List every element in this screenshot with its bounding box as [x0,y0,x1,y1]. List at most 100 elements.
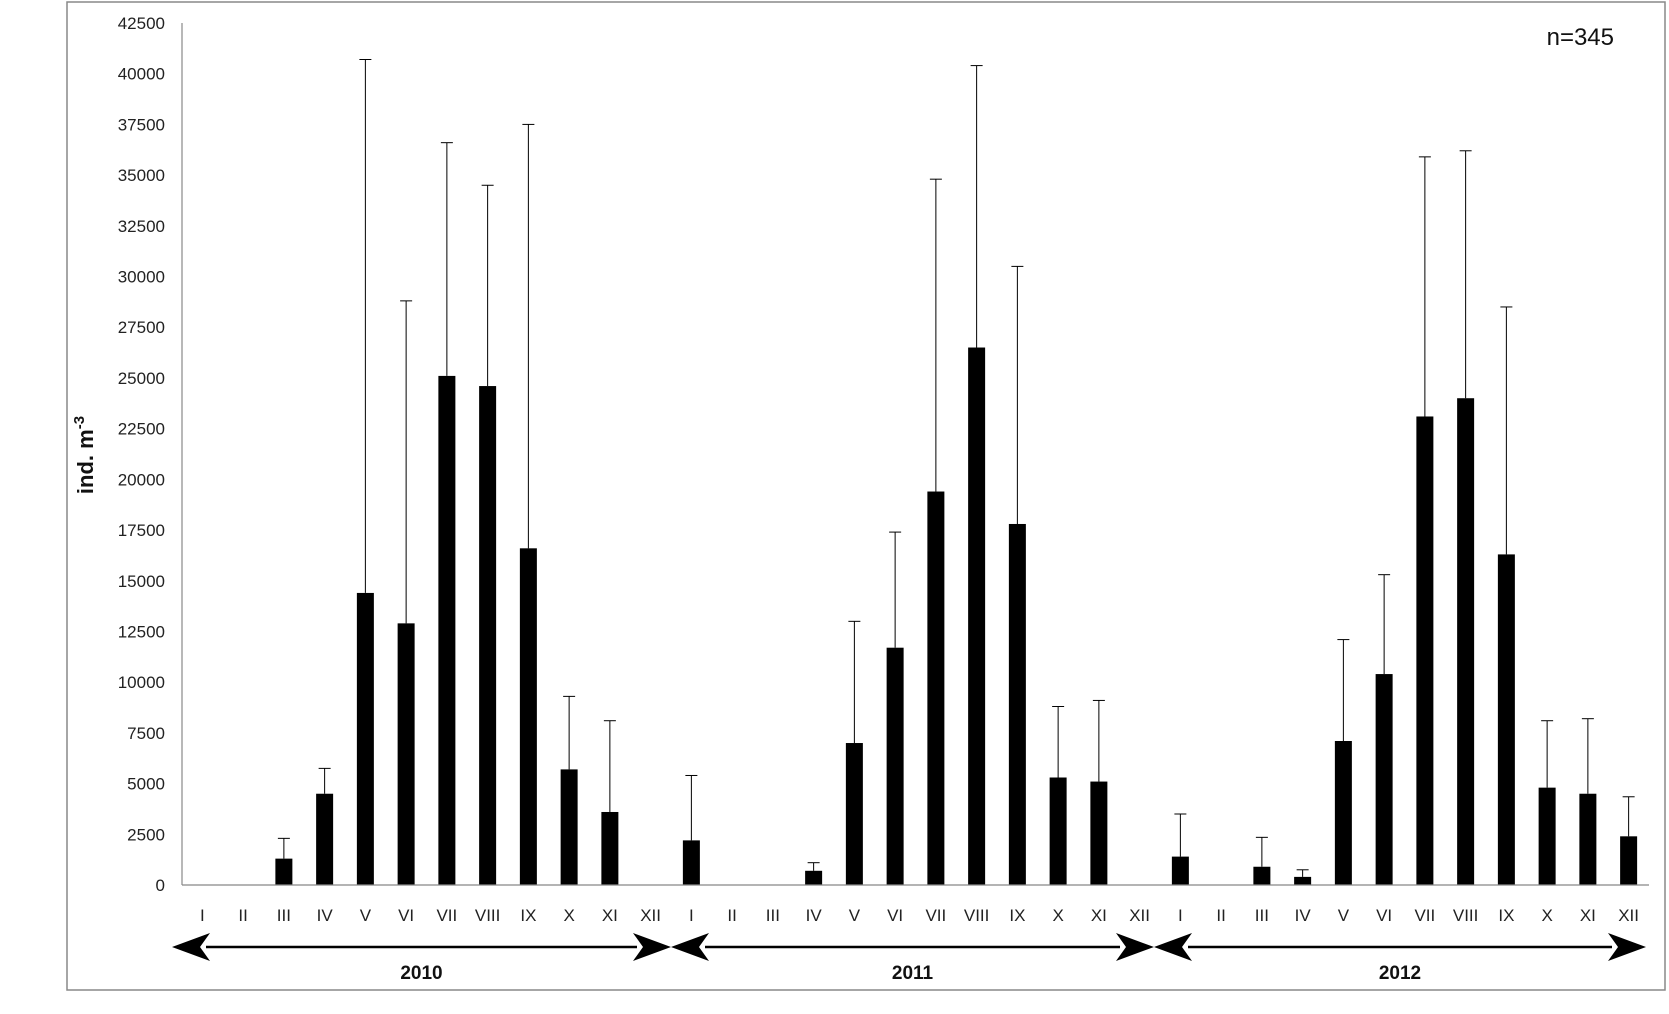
y-tick-label: 5000 [127,775,165,794]
bar [845,743,863,885]
bar [519,548,537,885]
y-tick-label: 37500 [118,115,165,134]
year-arrow-head-right [1608,933,1646,961]
bar [560,769,578,885]
y-tick-label: 22500 [118,420,165,439]
year-label: 2011 [892,963,934,984]
bar [1171,856,1189,885]
month-label: X [1052,906,1063,925]
y-tick-label: 20000 [118,470,165,489]
y-tick-label: 32500 [118,217,165,236]
month-label: VI [398,906,414,925]
year-arrow-head-right [1116,933,1154,961]
month-label: XII [640,906,661,925]
month-label: II [238,906,247,925]
month-label: IV [806,906,823,925]
bar [1375,674,1393,885]
month-label: III [277,906,291,925]
y-axis: 0 2500 5000 7500 10000 12500 15000 17500 20000 22… [118,14,183,895]
bar [1620,836,1638,885]
bar [397,623,415,885]
bar [316,793,334,885]
y-axis-label: ind. m-3 [71,416,98,494]
month-label: IX [520,906,536,925]
y-tick-label: 0 [156,876,165,895]
y-tick-label: 7500 [127,724,165,743]
month-label: XI [1091,906,1107,925]
bar [1334,740,1352,885]
y-tick-label: 40000 [118,65,165,84]
month-label: V [849,906,861,925]
bar [1579,793,1597,885]
bar [1294,876,1312,885]
month-label: XI [602,906,618,925]
bar [479,386,497,885]
month-label: VI [887,906,903,925]
y-tick-label: 12500 [118,622,165,641]
y-axis-label-text: ind. m [73,429,98,494]
month-label: II [727,906,736,925]
month-label: VI [1376,906,1392,925]
y-axis-label-superscript: -3 [71,416,88,429]
month-label: IX [1009,906,1025,925]
month-label: I [689,906,694,925]
bar [1008,523,1026,885]
x-axis: I II III IV V VI VII VIII IX X XI XII I II III IV V VI VII… [182,884,1649,925]
bar [886,647,904,885]
bar [438,375,456,885]
chart-frame [66,1,1666,991]
month-label: VIII [475,906,501,925]
bar [1457,398,1475,885]
bar [1090,781,1108,885]
y-tick-label: 17500 [118,521,165,540]
bar [275,858,293,885]
bar [682,840,700,885]
month-label: II [1216,906,1225,925]
y-tick-label: 15000 [118,572,165,591]
month-label: IV [317,906,334,925]
month-label: I [1178,906,1183,925]
y-tick-label: 10000 [118,673,165,692]
y-tick-label: 30000 [118,268,165,287]
month-label: III [1255,906,1269,925]
month-label: X [1541,906,1552,925]
year-arrow-head-left [671,933,709,961]
y-tick-label: 35000 [118,166,165,185]
bar [805,870,823,885]
year-arrow-head-right [633,933,671,961]
month-label: IV [1295,906,1312,925]
y-tick-label: 25000 [118,369,165,388]
bar [1049,777,1067,885]
bar [968,347,986,885]
year-arrow-head-left [1154,933,1192,961]
month-label: X [563,906,574,925]
error-bars [277,59,1635,877]
bar [1416,416,1434,885]
y-tick-label: 27500 [118,318,165,337]
month-label: VII [1414,906,1435,925]
bar [927,491,945,885]
month-label: IX [1498,906,1514,925]
month-label: VIII [1453,906,1479,925]
bar [356,592,374,885]
year-axis: 2010 2011 2012 [172,933,1646,984]
month-label: VIII [964,906,990,925]
year-arrow-head-left [172,933,210,961]
month-label: V [1338,906,1350,925]
year-label: 2012 [1379,963,1421,984]
bar [1538,787,1556,885]
bar [1497,554,1515,885]
y-tick-label: 42500 [118,14,165,33]
month-label: VII [925,906,946,925]
month-label: XII [1618,906,1639,925]
month-label: XII [1129,906,1150,925]
month-label: XI [1580,906,1596,925]
month-label: V [360,906,372,925]
year-label: 2010 [400,963,442,984]
month-label: III [766,906,780,925]
chart-annotation: n=345 [1547,24,1614,51]
month-label: I [200,906,205,925]
y-tick-label: 2500 [127,825,165,844]
bars [275,347,1638,885]
month-label: VII [436,906,457,925]
